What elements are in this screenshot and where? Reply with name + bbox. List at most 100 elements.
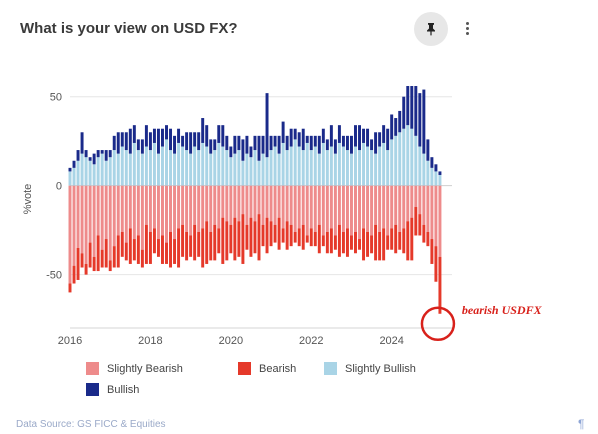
legend-swatch: [86, 383, 99, 396]
bar-slightly-bullish: [269, 150, 273, 186]
bar-bearish: [426, 231, 430, 247]
bar-slightly-bullish: [92, 164, 96, 186]
bar-slightly-bullish: [124, 150, 128, 186]
bar-bearish: [305, 235, 309, 243]
bar-bullish: [378, 132, 382, 147]
bar-bearish: [410, 217, 414, 261]
bar-slightly-bearish: [370, 185, 374, 236]
bar-slightly-bearish: [325, 185, 329, 232]
bar-slightly-bearish: [72, 185, 76, 266]
bar-bullish: [325, 139, 329, 151]
bar-slightly-bullish: [366, 146, 370, 186]
bar-slightly-bullish: [426, 160, 430, 186]
bar-slightly-bearish: [378, 185, 382, 232]
bar-slightly-bullish: [325, 150, 329, 186]
bar-slightly-bearish: [132, 185, 136, 240]
bar-slightly-bearish: [84, 185, 88, 264]
bar-slightly-bearish: [337, 185, 341, 225]
bar-slightly-bullish: [72, 167, 76, 186]
bar-bearish: [241, 214, 245, 264]
bar-slightly-bearish: [185, 185, 189, 232]
bar-slightly-bullish: [169, 150, 173, 186]
bar-slightly-bearish: [156, 185, 160, 240]
bar-bullish: [281, 121, 285, 143]
bar-bullish: [341, 135, 345, 147]
bar-slightly-bearish: [398, 185, 402, 232]
bar-bullish: [422, 89, 426, 154]
bar-slightly-bullish: [104, 160, 108, 186]
y-tick-label: 0: [56, 181, 62, 193]
bar-bullish: [209, 139, 213, 154]
bar-bearish: [309, 228, 313, 247]
bar-slightly-bullish: [108, 157, 112, 186]
bar-bearish: [213, 224, 217, 261]
bar-slightly-bearish: [426, 185, 430, 232]
bar-bullish: [269, 135, 273, 151]
bar-bullish: [418, 93, 422, 147]
legend-label: Bullish: [107, 383, 140, 396]
bar-bearish: [185, 231, 189, 261]
bar-bullish: [177, 128, 181, 143]
bar-bullish: [201, 118, 205, 143]
bar-bearish: [265, 217, 269, 254]
bar-bearish: [169, 231, 173, 268]
bar-slightly-bullish: [285, 150, 289, 186]
bar-slightly-bearish: [354, 185, 357, 232]
bar-bullish: [156, 128, 160, 154]
bar-slightly-bullish: [144, 146, 148, 186]
bar-bearish: [209, 231, 213, 261]
bar-slightly-bullish: [374, 153, 378, 186]
bar-slightly-bearish: [169, 185, 173, 232]
bar-slightly-bullish: [341, 146, 345, 186]
bar-slightly-bullish: [148, 150, 152, 186]
bar-bullish: [257, 135, 261, 161]
bar-bearish: [325, 231, 329, 254]
bar-slightly-bullish: [438, 174, 442, 186]
bar-slightly-bearish: [152, 185, 156, 229]
bar-bearish: [152, 228, 156, 254]
bar-bullish: [100, 150, 104, 154]
bar-slightly-bullish: [116, 153, 120, 186]
bar-slightly-bearish: [213, 185, 217, 225]
bar-bearish: [205, 221, 209, 264]
bar-bearish: [358, 239, 361, 250]
pilcrow-icon[interactable]: ¶: [578, 417, 585, 431]
bar-slightly-bullish: [76, 160, 80, 186]
bar-bearish: [237, 221, 241, 257]
bar-bearish: [68, 283, 72, 293]
bar-slightly-bearish: [309, 185, 313, 229]
bar-slightly-bullish: [233, 153, 237, 186]
bar-bullish: [313, 135, 317, 147]
bar-slightly-bearish: [233, 185, 237, 218]
bar-slightly-bearish: [229, 185, 233, 225]
bar-bearish: [104, 239, 108, 268]
bar-bearish: [261, 224, 265, 247]
bar-slightly-bearish: [197, 185, 201, 232]
bar-bullish: [173, 135, 177, 154]
bar-slightly-bearish: [120, 185, 124, 232]
bar-slightly-bullish: [358, 150, 361, 186]
bar-bearish: [201, 228, 205, 268]
more-options-button[interactable]: [460, 16, 474, 40]
bar-slightly-bullish: [205, 146, 209, 186]
bar-bearish: [418, 214, 422, 236]
bar-bullish: [197, 132, 201, 151]
bar-slightly-bullish: [209, 153, 213, 186]
bar-slightly-bullish: [181, 146, 185, 186]
bar-slightly-bearish: [362, 185, 366, 229]
bar-slightly-bearish: [434, 185, 438, 247]
bar-bullish: [128, 128, 132, 154]
pin-button[interactable]: [414, 12, 448, 46]
bar-bullish: [345, 135, 349, 151]
bar-slightly-bullish: [177, 142, 181, 186]
bar-bullish: [132, 125, 136, 143]
bar-bearish: [233, 217, 237, 261]
bar-slightly-bearish: [273, 185, 277, 225]
y-axis-label: %vote: [22, 184, 34, 215]
bar-bearish: [128, 228, 132, 264]
bar-bearish: [96, 235, 100, 272]
bar-bearish: [253, 221, 257, 254]
bar-slightly-bearish: [382, 185, 386, 229]
bar-bearish: [84, 263, 88, 275]
bar-bullish: [189, 132, 193, 154]
